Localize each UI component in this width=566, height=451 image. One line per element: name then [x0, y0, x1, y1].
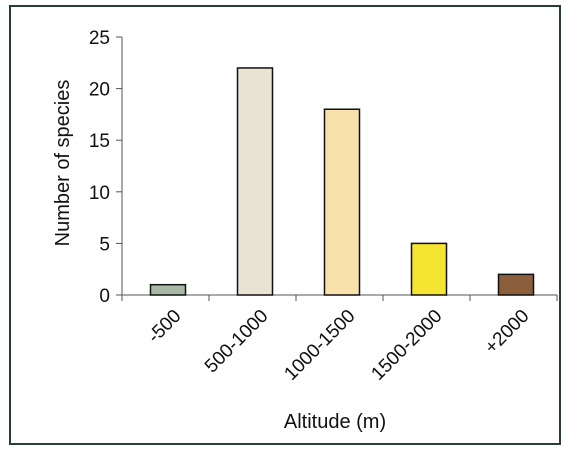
x-axis	[121, 294, 558, 301]
bar-1500-2000	[410, 242, 448, 296]
y-tick-label: 20	[89, 80, 110, 101]
x-tick-label: 500-1000	[201, 306, 273, 378]
bar-500	[149, 283, 187, 296]
x-axis-title: Altitude (m)	[284, 411, 386, 433]
bar-500-1000	[236, 67, 274, 296]
chart-frame	[9, 5, 561, 445]
y-axis-title: Number of species	[52, 80, 74, 247]
x-tick-label: 1000-1500	[280, 306, 359, 385]
y-tick-label: 25	[89, 28, 110, 49]
x-tick-label: +2000	[481, 306, 534, 359]
y-tick-label: 15	[89, 131, 110, 152]
bar-2000	[497, 273, 535, 296]
y-axis: 0 5 10 15 20 25	[89, 28, 123, 307]
bar-1000-1500	[323, 108, 361, 296]
x-tick-labels: -500 500-1000 1000-1500 1500-2000 +2000	[144, 306, 534, 385]
y-tick-label: 10	[89, 183, 110, 204]
bars	[149, 67, 535, 296]
y-tick-label: 0	[99, 286, 110, 307]
y-tick-label: 5	[99, 234, 110, 255]
x-tick-label: 1500-2000	[367, 306, 446, 385]
x-tick-label: -500	[144, 306, 186, 348]
